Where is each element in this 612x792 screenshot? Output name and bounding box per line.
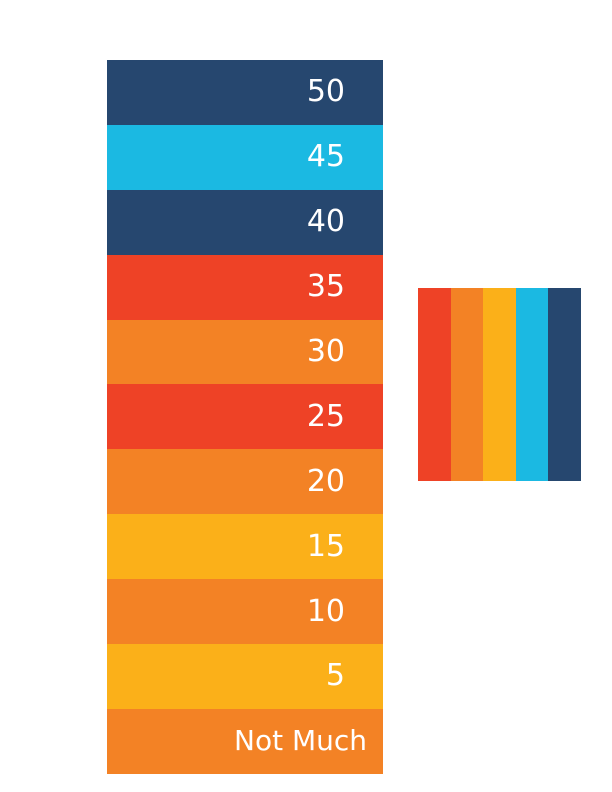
scale-band-label: 35 [306, 269, 345, 305]
scale-band: 45 [107, 124, 383, 190]
color-swatch [515, 288, 549, 481]
scale-band-label: 5 [325, 658, 345, 694]
scale-band: 35 [107, 254, 383, 320]
color-swatch [548, 288, 581, 481]
scale-band-label: 50 [306, 74, 345, 110]
scale-band: 40 [107, 189, 383, 255]
scale-band: 10 [107, 579, 383, 645]
color-swatch [483, 288, 516, 481]
scale-band: Not Much [107, 708, 383, 774]
color-swatch [450, 288, 484, 481]
scale-band: 25 [107, 384, 383, 450]
scale-band: 15 [107, 514, 383, 580]
color-palette [418, 288, 581, 481]
scale-band: 5 [107, 644, 383, 709]
scale-column: 50 45 40 35 30 25 20 15 10 5 Not Much [107, 60, 383, 774]
scale-band: 30 [107, 319, 383, 385]
scale-band-label: Not Much [234, 724, 367, 758]
scale-band: 50 [107, 60, 383, 125]
scale-band-label: 15 [306, 528, 345, 564]
scale-band-label: 45 [306, 139, 345, 175]
scale-band-label: 30 [306, 334, 345, 369]
scale-band-label: 25 [306, 398, 345, 434]
color-swatch [418, 288, 451, 481]
scale-band-label: 10 [306, 593, 345, 629]
scale-band: 20 [107, 449, 383, 515]
scale-band-label: 40 [306, 204, 345, 240]
scale-band-label: 20 [306, 463, 345, 499]
